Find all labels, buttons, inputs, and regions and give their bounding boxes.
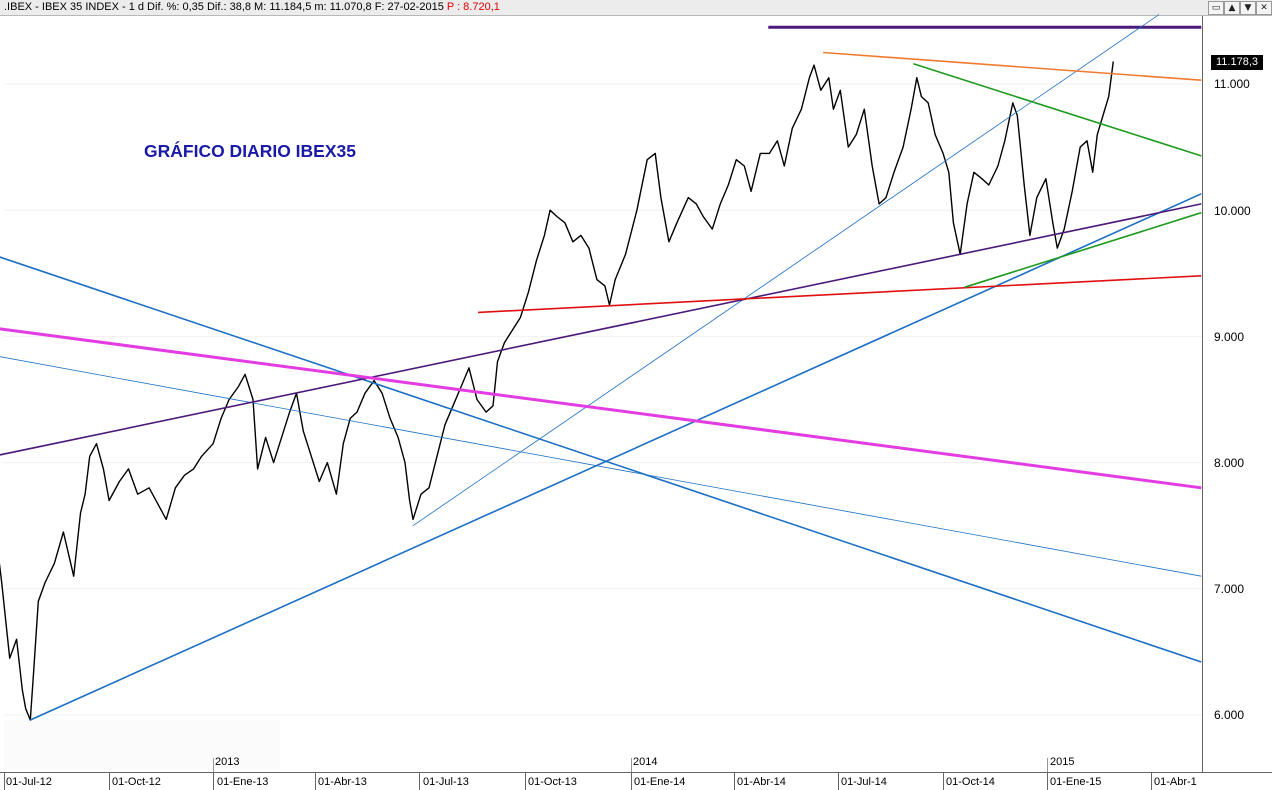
orange-trendline [823,51,1202,81]
blue-trendline [412,14,1160,527]
title-quote: .IBEX - IBEX 35 INDEX - 1 d Dif. %: 0,35… [4,1,444,13]
red-trendline [478,275,1202,314]
blue-trendline [0,256,1202,663]
x-tick-label: 01-Jul-14 [841,776,887,788]
blue-trendline [0,356,1202,577]
x-tick [315,772,316,790]
year-tick [631,758,632,772]
x-tick-label: 01-Abr-14 [737,776,786,788]
year-label: 2013 [215,756,240,768]
last-price-badge: 11.178,3 [1211,55,1263,70]
scroll-down-button[interactable]: ▼ [1240,1,1256,15]
x-tick [838,772,839,790]
x-tick-label: 01-Ene-15 [1050,776,1102,788]
x-tick [109,772,110,790]
y-tick-label: 7.000 [1214,582,1245,596]
x-tick [213,772,214,790]
restore-button[interactable]: ▭ [1208,1,1224,15]
blue-trendline [29,193,1202,721]
x-tick-label: 01-Abr-1 [1154,776,1197,788]
window-titlebar: .IBEX - IBEX 35 INDEX - 1 d Dif. %: 0,35… [0,0,1272,16]
y-tick-label: 9.000 [1214,330,1245,344]
green-trendline [964,211,1202,288]
x-tick-label: 01-Oct-14 [946,776,995,788]
y-tick-label: 8.000 [1214,456,1245,470]
scroll-up-button[interactable]: ▲ [1224,1,1240,15]
x-tick-label: 01-Jul-12 [6,776,52,788]
x-tick [419,772,420,790]
y-tick-label: 6.000 [1214,708,1245,722]
x-tick-label: 01-Jul-13 [423,776,469,788]
year-label: 2014 [633,756,658,768]
magenta-trendline [0,327,1202,490]
title-extra: P : 8.720,1 [443,1,500,13]
x-tick [1151,772,1152,790]
x-tick [631,772,632,790]
y-tick-label: 10.000 [1214,204,1251,218]
x-tick-label: 01-Abr-13 [318,776,367,788]
x-tick-label: 01-Oct-13 [528,776,577,788]
year-tick [213,758,214,772]
x-tick [4,772,5,790]
date-axis [0,772,1272,790]
chart-note: GRÁFICO DIARIO IBEX35 [144,141,356,161]
year-tick [1047,758,1048,772]
window-title: .IBEX - IBEX 35 INDEX - 1 d Dif. %: 0,35… [4,1,500,13]
x-tick-label: 01-Oct-12 [112,776,161,788]
x-tick [943,772,944,790]
x-tick [525,772,526,790]
price-line [0,61,1114,721]
y-tick-label: 11.000 [1214,77,1250,91]
x-tick [1047,772,1048,790]
green-trendline [913,63,1202,157]
purple-trendline [0,203,1202,456]
year-label: 2015 [1050,756,1075,768]
x-tick-label: 01-Ene-13 [217,776,269,788]
x-tick [734,772,735,790]
price-axis [1202,16,1272,774]
x-tick-label: 01-Ene-14 [634,776,686,788]
corner-patch [4,720,280,770]
